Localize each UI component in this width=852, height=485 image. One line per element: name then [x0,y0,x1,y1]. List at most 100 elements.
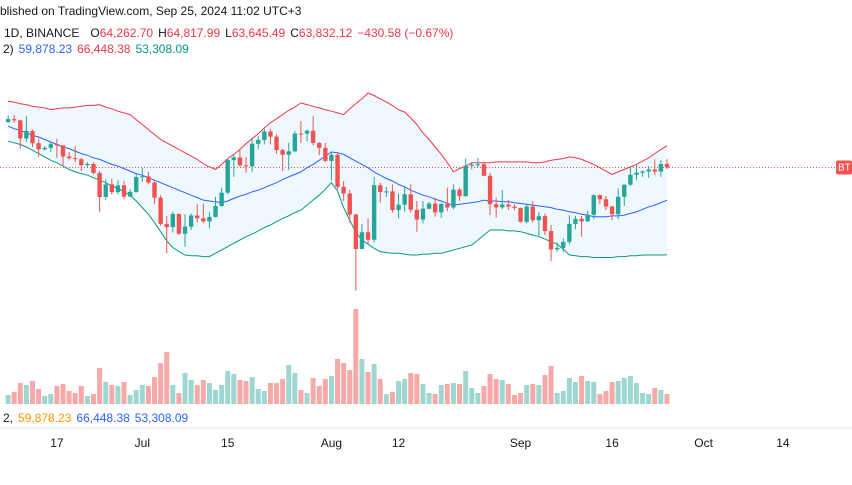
candle-body [506,204,511,207]
candle-body [585,214,590,222]
volume-bar [566,378,572,404]
volume-bar [396,381,402,404]
candle-body [286,151,291,155]
volume-bar [414,374,420,404]
volume-bar [213,390,219,404]
x-tick-label: Jul [135,436,150,450]
candle-body [323,147,328,161]
volume-bar [48,394,54,404]
candle-body [24,130,29,139]
volume-bar [103,382,109,404]
volume-bar [615,381,621,404]
volume-bar [255,389,261,404]
candle-body [237,157,243,166]
volume-bar [353,309,359,404]
candle-body [97,172,102,197]
candle-body [371,185,377,240]
volume-bar [280,379,286,404]
volume-bar [23,385,29,404]
volume-legend: 2, 59,878.23 66,448.38 53,308.09 [3,411,188,425]
volume-bar [365,372,371,404]
volume-bar [298,390,304,404]
volume-bar [328,376,334,404]
ohlc-open: O 64,262.70 [90,26,153,40]
ohlc-low: L 63,645.49 [225,26,285,40]
volume-bar [322,379,328,404]
volume-bar [152,377,158,404]
bb-legend: 2) 59,878.23 66,448.38 53,308.09 [3,42,189,56]
candle-body [115,185,121,193]
candle-body [530,206,535,221]
candle-body [628,174,633,185]
volume-bar [42,396,48,404]
volume-bar [530,384,536,404]
x-tick-label: 15 [221,436,235,450]
volume-bar [249,377,255,404]
candle-body [54,144,60,146]
volume-bar [188,380,194,404]
volume-bar [182,373,188,404]
candle-body [188,215,194,227]
volume-bar [261,391,267,404]
volume-bar [627,376,633,404]
candle-body [158,197,163,224]
volume-bar [511,395,517,404]
ohlc-value: 63,832.12 [298,26,353,40]
volume-bar [658,390,664,404]
volume-bar [267,383,273,404]
volume-bar [579,376,585,404]
candle-body [609,206,615,215]
legend-value: 53,308.09 [135,42,189,56]
candle-body [561,241,566,248]
candle-body [432,203,438,213]
volume-bar [481,386,487,404]
volume-bar [383,394,389,404]
candle-body [243,165,249,167]
candle-body [457,189,462,197]
candle-body [591,195,596,215]
volume-bar [145,386,151,404]
volume-bar [536,385,542,404]
publish-note: blished on TradingView.com, Sep 25, 2024… [0,4,302,18]
x-tick-label: 17 [50,436,64,450]
candle-body [310,130,316,143]
volume-bar [164,352,170,404]
volume-bar [402,379,408,404]
volume-bar [194,385,200,404]
volume-bar [493,379,499,404]
legend-label: 2) [3,42,14,56]
candle-body [451,189,456,208]
volume-bar [91,394,97,404]
candle-body [103,184,108,197]
candle-body [378,185,383,192]
volume-bar [5,395,11,404]
volume-bar [463,371,469,404]
candle-body [542,216,548,232]
volume-bar [54,386,60,404]
legend-value: 66,448.38 [77,42,131,56]
ohlc-key: C [290,26,299,40]
ohlc-value: 64,817.99 [166,26,221,40]
volume-bar [115,386,121,404]
volume-bar [432,394,438,404]
candle-body [634,172,639,175]
volume-bar [237,380,243,404]
candle-body [182,226,188,234]
volume-bar [36,389,42,404]
candle-body [109,184,115,193]
volume-bar [84,396,90,404]
volume-bar [133,390,139,404]
candle-body [445,203,450,208]
volume-bar [109,385,115,404]
volume-bar [97,368,103,404]
volume-bar [30,381,36,404]
ohlc-high: H 64,817.99 [158,26,220,40]
volume-bar [621,378,627,404]
ohlc-key: O [90,26,100,40]
volume-bar [554,393,560,404]
candle-body [317,142,322,148]
volume-bar [17,383,23,404]
header-title: blished on TradingView.com, Sep 25, 2024… [0,4,301,18]
volume-bar [304,393,310,404]
ohlc-value: 64,262.70 [99,26,154,40]
